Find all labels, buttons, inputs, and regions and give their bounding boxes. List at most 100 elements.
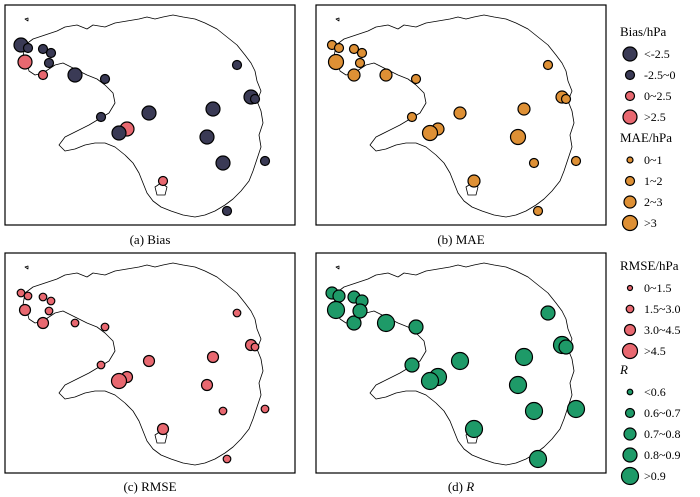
station-marker (508, 375, 528, 395)
station-marker (450, 351, 470, 371)
station-marker (67, 67, 83, 83)
station-marker (356, 47, 368, 59)
station-marker (17, 54, 33, 70)
panel-frame (315, 4, 607, 226)
station-marker (37, 43, 49, 55)
station-marker (215, 155, 231, 171)
station-markers (325, 286, 586, 469)
legend-swatch (622, 109, 638, 125)
station-marker (218, 406, 228, 416)
legend-swatch (624, 90, 636, 102)
legend-label: 2~3 (644, 195, 663, 209)
panel-caption-mae: (b) MAE (437, 232, 484, 247)
legend-r: R <0.6 0.6~0.7 0.7~0.8 0.8~0.9 >0.9 (619, 362, 681, 486)
station-marker (206, 350, 220, 364)
antarctica-coastline (22, 262, 264, 466)
legend-title: Bias/hPa (620, 24, 666, 39)
station-marker (232, 308, 242, 318)
legend-mae: MAE/hPa 0~1 1~2 2~3 >3 (620, 130, 672, 232)
panel-caption-bias: (a) Bias (130, 232, 171, 247)
legend-bias: Bias/hPa <-2.5 -2.5~0 0~2.5 >2.5 (620, 24, 676, 125)
station-marker (156, 422, 170, 436)
station-marker (467, 174, 481, 188)
station-marker (259, 155, 271, 167)
station-marker (348, 43, 360, 55)
legend-label: 0~2.5 (644, 89, 672, 103)
station-marker (542, 59, 554, 71)
panel-frame (315, 252, 607, 474)
station-marker (453, 106, 467, 120)
station-marker (45, 47, 57, 59)
station-marker (157, 175, 169, 187)
station-marker (408, 319, 424, 335)
station-marker (327, 53, 345, 71)
legend-swatch (624, 175, 636, 187)
station-marker (333, 42, 345, 54)
station-marker (528, 449, 548, 469)
station-marker (205, 101, 221, 117)
station-marker (532, 205, 544, 217)
legend-title: R (619, 362, 628, 377)
station-marker (37, 69, 49, 81)
legend-swatch (624, 69, 636, 81)
station-marker (260, 404, 270, 414)
station-marker (36, 316, 50, 330)
station-marker (560, 93, 572, 105)
station-marker (509, 128, 527, 146)
legend-label: 0.6~0.7 (644, 406, 681, 420)
legend-swatch (622, 447, 638, 463)
station-markers (16, 288, 270, 464)
station-marker (528, 157, 540, 169)
station-marker (250, 342, 260, 352)
panel-mae (315, 4, 607, 226)
station-marker (332, 289, 346, 303)
legend-swatch (622, 46, 638, 62)
station-marker (406, 111, 418, 123)
station-marker (141, 105, 157, 121)
legend-label: 0.7~0.8 (644, 427, 681, 441)
station-marker (18, 303, 32, 317)
panel-caption-r: (d) R (448, 479, 474, 494)
station-marker (43, 57, 55, 69)
station-marker (347, 68, 361, 82)
station-marker (100, 322, 110, 332)
station-marker (38, 292, 48, 302)
panel-bias (4, 4, 296, 226)
station-marker (524, 401, 544, 421)
station-marker (70, 318, 80, 328)
panel-frame (4, 252, 296, 474)
legend-label: -2.5~0 (644, 68, 676, 82)
station-marker (111, 125, 127, 141)
legend-swatch (624, 407, 636, 419)
station-marker (231, 59, 243, 71)
station-markers (326, 39, 582, 217)
station-marker (354, 57, 366, 69)
station-marker (142, 354, 156, 368)
station-marker (200, 378, 214, 392)
station-marker (22, 42, 34, 54)
station-marker (352, 303, 368, 319)
station-marker (99, 73, 111, 85)
panel-rmse (4, 252, 296, 474)
station-marker (23, 291, 33, 301)
legend-rmse: RMSE/hPa 0~1.5 1.5~3.0 3.0~4.5 >4.5 (620, 258, 681, 360)
legend-swatch (623, 427, 637, 441)
legend-label: <-2.5 (644, 47, 670, 61)
station-marker (199, 129, 215, 145)
legend-swatch (623, 323, 637, 337)
station-marker (514, 347, 534, 367)
station-marker (326, 300, 346, 320)
station-marker (410, 73, 422, 85)
legend-swatch (626, 156, 634, 164)
station-marker (421, 124, 439, 142)
legend-swatch (621, 342, 639, 360)
legend-swatch (625, 304, 635, 314)
legend-label: 3.0~4.5 (644, 323, 681, 337)
station-marker (404, 357, 420, 373)
station-marker (95, 111, 107, 123)
station-marker (44, 306, 54, 316)
station-marker (249, 93, 261, 105)
legend-label: 0.8~0.9 (644, 448, 681, 462)
legend-label: 0~1 (644, 153, 663, 167)
legend-swatch (623, 195, 637, 209)
